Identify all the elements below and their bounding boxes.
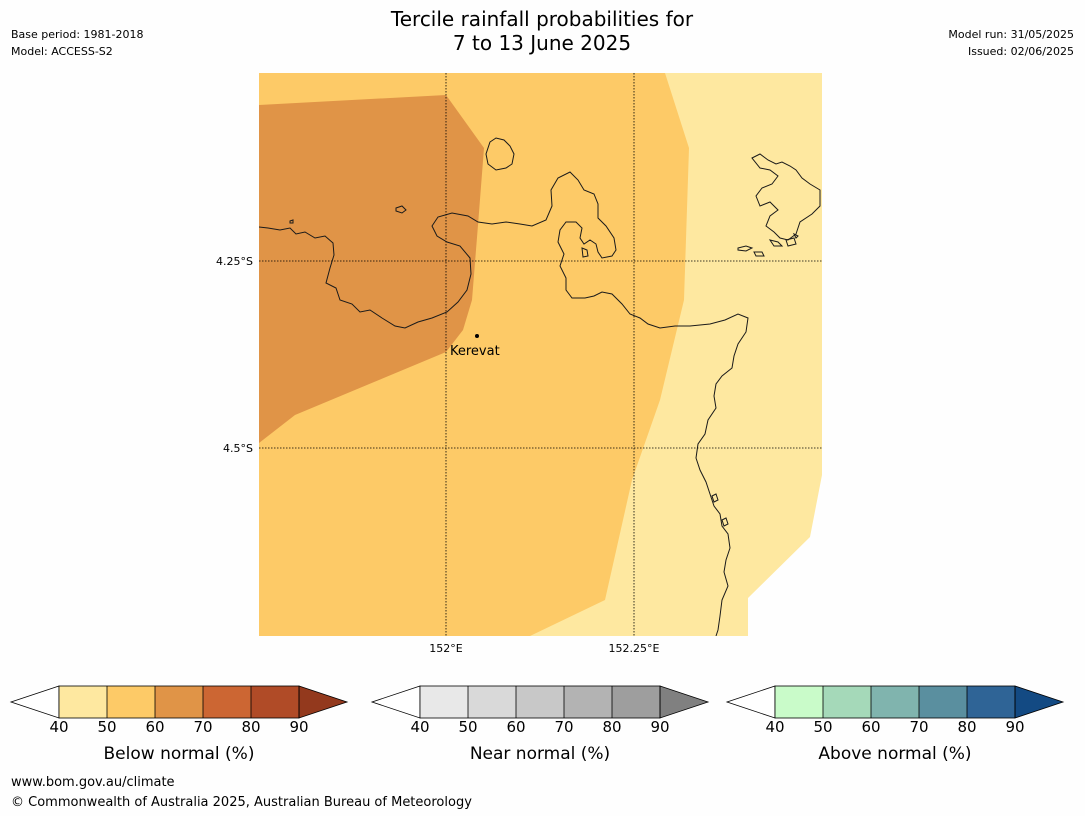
colorbar-above-normal [725,685,1065,719]
colorbar-below-tick: 60 [145,718,165,736]
colorbar-below-bin-2 [107,686,155,718]
colorbar-near-tick: 40 [410,718,430,736]
lon-label-1: 152°E [429,642,462,655]
colorbar-below-tick: 90 [289,718,309,736]
colorbar-above-tick: 40 [765,718,785,736]
gridlines [259,73,822,636]
colorbar-below-bin-5 [251,686,299,718]
footer-copyright: © Commonwealth of Australia 2025, Austra… [11,795,472,810]
colorbar-near-tick: 60 [506,718,526,736]
colorbar-near-bin-3 [516,686,564,718]
colorbar-near-tick: 90 [650,718,670,736]
colorbar-below-min-arrow [9,685,60,719]
model-text: Model: ACCESS-S2 [11,45,113,58]
colorbar-below-label: Below normal (%) [103,744,255,764]
colorbar-near-bin-2 [468,686,516,718]
colorbar-near-bin-4 [564,686,612,718]
colorbar-near-label: Near normal (%) [469,744,611,764]
colorbar-above-tick: 60 [861,718,881,736]
metadata-right: Model run: 31/05/2025 Issued: 02/06/2025 [948,26,1074,60]
colorbar-near-max-arrow [659,685,710,719]
base-period-text: Base period: 1981-2018 [11,28,144,41]
colorbar-above-bin-1 [775,686,823,718]
lat-label-2: 4.5°S [223,442,253,455]
colorbar-above-bin-2 [823,686,871,718]
place-label: Kerevat [450,344,500,359]
metadata-left: Base period: 1981-2018 Model: ACCESS-S2 [11,26,143,60]
colorbar-above-bin-3 [871,686,919,718]
colorbar-above-tick: 80 [957,718,977,736]
colorbar-below-tick: 80 [241,718,261,736]
colorbar-below-bin-1 [59,686,107,718]
colorbar-near-tick: 50 [458,718,478,736]
town-marker [475,334,479,338]
colorbar-above-label: Above normal (%) [818,744,972,764]
map-title: Tercile rainfall probabilities for 7 to … [242,7,842,55]
colorbar-above-bin-5 [967,686,1015,718]
colorbar-below-max-arrow [298,685,349,719]
footer-url[interactable]: www.bom.gov.au/climate [11,775,175,790]
colorbar-near-bin-5 [612,686,660,718]
colorbar-above-tick: 90 [1005,718,1025,736]
colorbar-above-tick: 70 [909,718,929,736]
model-run-text: Model run: 31/05/2025 [948,28,1074,41]
coastline [259,137,821,636]
colorbar-near-tick: 80 [602,718,622,736]
colorbar-above-min-arrow [725,685,776,719]
region-60-70 [259,95,484,443]
colorbar-below-tick: 40 [49,718,69,736]
lon-label-2: 152.25°E [609,642,660,655]
colorbar-below-tick: 50 [97,718,117,736]
colorbar-near-normal [370,685,710,719]
colorbar-below-bin-4 [203,686,251,718]
lat-label-1: 4.25°S [216,255,253,268]
colorbar-above-bin-4 [919,686,967,718]
issued-text: Issued: 02/06/2025 [967,45,1074,58]
colorbar-below-bin-3 [155,686,203,718]
colorbar-above-tick: 50 [813,718,833,736]
colorbar-near-tick: 70 [554,718,574,736]
colorbar-below-tick: 70 [193,718,213,736]
title-line-2: 7 to 13 June 2025 [452,31,632,55]
colorbar-below-normal [9,685,349,719]
colorbar-near-min-arrow [370,685,421,719]
title-line-1: Tercile rainfall probabilities for [390,7,694,31]
colorbar-near-bin-1 [420,686,468,718]
colorbar-above-max-arrow [1014,685,1065,719]
